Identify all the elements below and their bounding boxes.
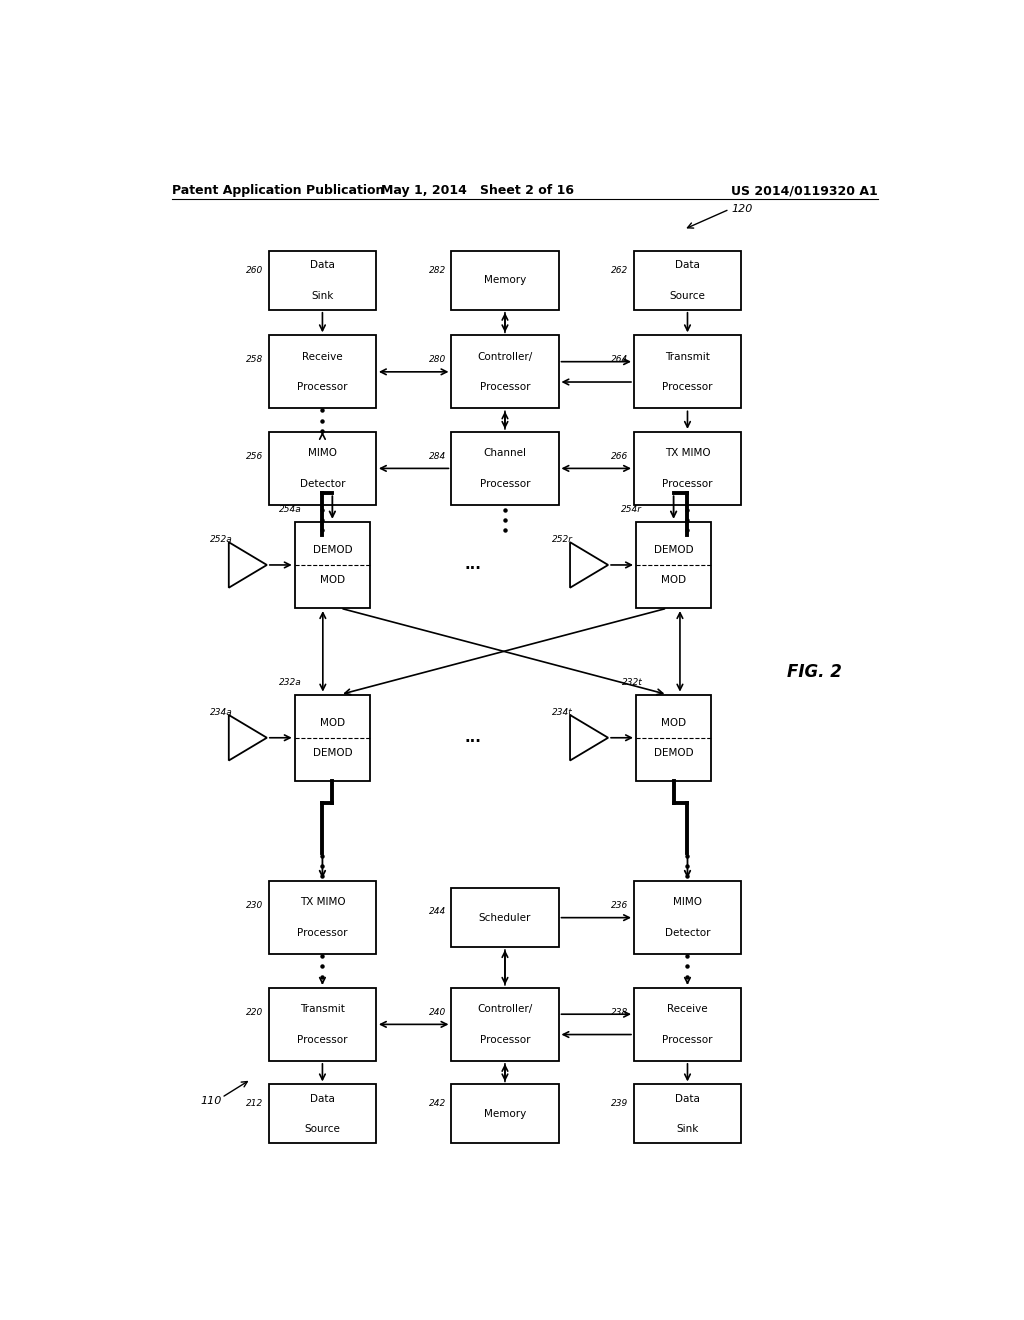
Text: 120: 120 bbox=[731, 205, 753, 214]
Text: ...: ... bbox=[465, 557, 481, 573]
Text: TX MIMO: TX MIMO bbox=[665, 449, 711, 458]
Text: 280: 280 bbox=[428, 355, 445, 364]
Text: FIG. 2: FIG. 2 bbox=[786, 663, 842, 681]
Text: MOD: MOD bbox=[319, 718, 345, 727]
Text: 234t: 234t bbox=[552, 708, 572, 717]
Text: ...: ... bbox=[465, 730, 481, 746]
Text: 220: 220 bbox=[246, 1007, 263, 1016]
Text: 232a: 232a bbox=[280, 678, 302, 686]
Text: Controller/: Controller/ bbox=[477, 351, 532, 362]
Bar bbox=[452, 888, 558, 948]
Bar bbox=[452, 251, 558, 310]
Text: Processor: Processor bbox=[297, 381, 348, 392]
Text: 260: 260 bbox=[246, 265, 263, 275]
Text: 239: 239 bbox=[611, 1100, 629, 1109]
Bar bbox=[634, 1084, 741, 1143]
Text: DEMOD: DEMOD bbox=[653, 545, 693, 554]
Text: Detector: Detector bbox=[665, 928, 711, 939]
Bar bbox=[269, 987, 376, 1061]
Bar bbox=[452, 1084, 558, 1143]
Text: Processor: Processor bbox=[297, 1035, 348, 1044]
Text: 264: 264 bbox=[611, 355, 629, 364]
Text: 258: 258 bbox=[246, 355, 263, 364]
Bar bbox=[269, 432, 376, 506]
Bar bbox=[634, 987, 741, 1061]
Bar bbox=[269, 335, 376, 408]
Text: Processor: Processor bbox=[479, 1035, 530, 1044]
Text: 234a: 234a bbox=[210, 708, 232, 717]
Text: 240: 240 bbox=[428, 1007, 445, 1016]
Bar bbox=[269, 880, 376, 954]
Text: MOD: MOD bbox=[319, 576, 345, 585]
Text: 252a: 252a bbox=[210, 535, 232, 544]
Bar bbox=[634, 335, 741, 408]
Text: 232t: 232t bbox=[622, 678, 642, 686]
Text: TX MIMO: TX MIMO bbox=[300, 898, 345, 907]
Text: Transmit: Transmit bbox=[665, 351, 710, 362]
Text: 262: 262 bbox=[611, 265, 629, 275]
Text: Source: Source bbox=[670, 290, 706, 301]
Text: MOD: MOD bbox=[662, 576, 686, 585]
Text: Patent Application Publication: Patent Application Publication bbox=[172, 185, 384, 198]
Bar bbox=[634, 251, 741, 310]
Bar bbox=[452, 432, 558, 506]
Text: Data: Data bbox=[310, 1093, 335, 1104]
Text: Data: Data bbox=[675, 1093, 700, 1104]
Bar bbox=[295, 694, 370, 781]
Text: Processor: Processor bbox=[297, 928, 348, 939]
Text: Processor: Processor bbox=[663, 479, 713, 488]
Text: Channel: Channel bbox=[483, 449, 526, 458]
Text: DEMOD: DEMOD bbox=[312, 545, 352, 554]
Text: Memory: Memory bbox=[483, 276, 526, 285]
Text: 230: 230 bbox=[246, 902, 263, 909]
Text: Data: Data bbox=[675, 260, 700, 271]
Text: Sink: Sink bbox=[676, 1125, 698, 1134]
Text: 254a: 254a bbox=[280, 506, 302, 513]
Text: MIMO: MIMO bbox=[308, 449, 337, 458]
Text: Receive: Receive bbox=[302, 351, 343, 362]
Bar bbox=[634, 432, 741, 506]
Bar bbox=[269, 1084, 376, 1143]
Text: Scheduler: Scheduler bbox=[479, 912, 531, 923]
Text: 238: 238 bbox=[611, 1007, 629, 1016]
Text: US 2014/0119320 A1: US 2014/0119320 A1 bbox=[731, 185, 878, 198]
Text: DEMOD: DEMOD bbox=[653, 748, 693, 758]
Bar bbox=[269, 251, 376, 310]
Text: Detector: Detector bbox=[300, 479, 345, 488]
Text: 252r: 252r bbox=[552, 535, 572, 544]
Text: 254r: 254r bbox=[622, 506, 642, 513]
Text: Transmit: Transmit bbox=[300, 1005, 345, 1014]
Bar bbox=[452, 987, 558, 1061]
Text: Data: Data bbox=[310, 260, 335, 271]
Text: DEMOD: DEMOD bbox=[312, 748, 352, 758]
Text: Sink: Sink bbox=[311, 290, 334, 301]
Text: 242: 242 bbox=[428, 1100, 445, 1109]
Text: MOD: MOD bbox=[662, 718, 686, 727]
Text: Processor: Processor bbox=[663, 1035, 713, 1044]
Text: MIMO: MIMO bbox=[673, 898, 702, 907]
Text: Receive: Receive bbox=[668, 1005, 708, 1014]
Text: May 1, 2014   Sheet 2 of 16: May 1, 2014 Sheet 2 of 16 bbox=[381, 185, 573, 198]
Text: 244: 244 bbox=[428, 907, 445, 916]
Bar bbox=[452, 335, 558, 408]
Text: Processor: Processor bbox=[663, 381, 713, 392]
Bar bbox=[295, 521, 370, 609]
Text: 284: 284 bbox=[428, 451, 445, 461]
Text: Memory: Memory bbox=[483, 1109, 526, 1119]
Text: 266: 266 bbox=[611, 451, 629, 461]
Text: 236: 236 bbox=[611, 902, 629, 909]
Text: Source: Source bbox=[304, 1125, 340, 1134]
Bar bbox=[636, 694, 712, 781]
Text: 110: 110 bbox=[201, 1096, 221, 1106]
Text: 212: 212 bbox=[246, 1100, 263, 1109]
Bar bbox=[636, 521, 712, 609]
Bar bbox=[634, 880, 741, 954]
Text: 256: 256 bbox=[246, 451, 263, 461]
Text: Processor: Processor bbox=[479, 381, 530, 392]
Text: Controller/: Controller/ bbox=[477, 1005, 532, 1014]
Text: Processor: Processor bbox=[479, 479, 530, 488]
Text: 282: 282 bbox=[428, 265, 445, 275]
